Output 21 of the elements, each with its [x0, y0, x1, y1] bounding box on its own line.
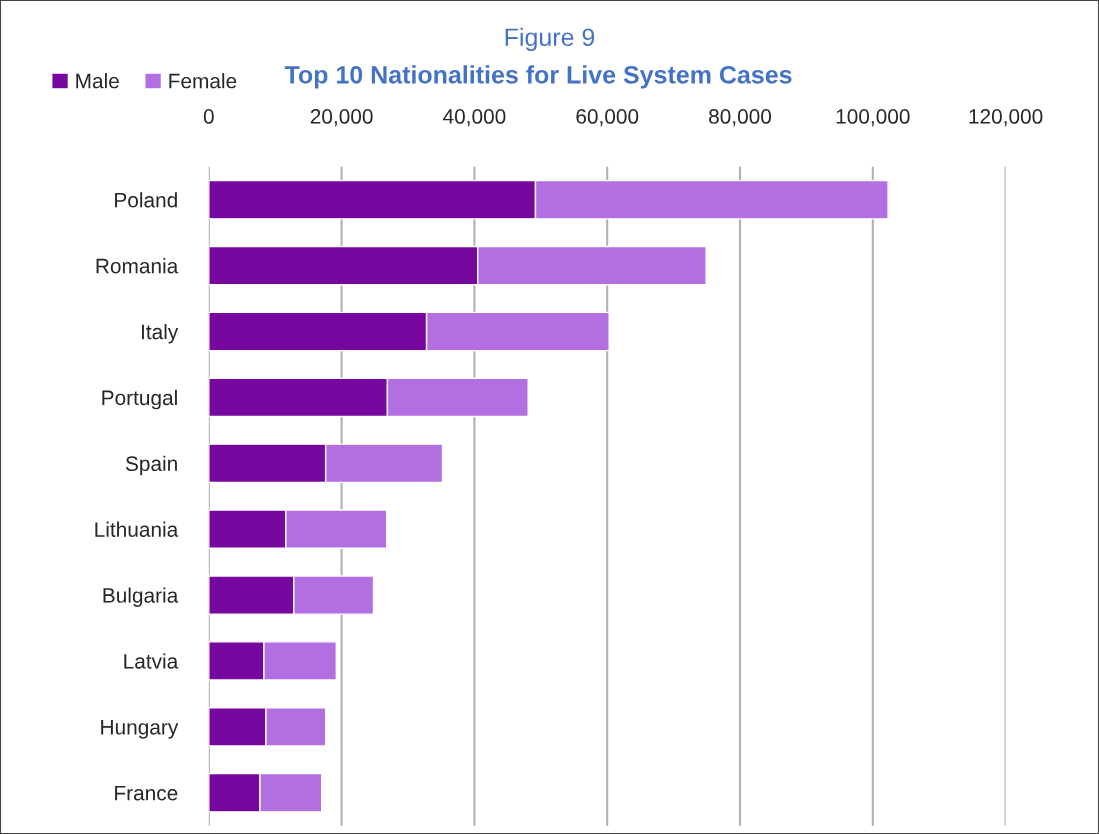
- y-tick-label: Lithuania: [95, 521, 179, 537]
- y-tick-label: Romania: [96, 258, 179, 274]
- y-tick-label: France: [115, 785, 178, 801]
- x-tick-label: 60,000: [576, 109, 639, 127]
- legend-label: Male: [76, 73, 119, 89]
- chart-title: Figure 9: [505, 27, 595, 52]
- chart-subtitle: Top 10 Nationalities for Live System Cases: [284, 65, 792, 89]
- x-tick-label: 40,000: [443, 109, 506, 127]
- legend-label: Female: [169, 73, 237, 89]
- y-tick-label: Hungary: [101, 720, 179, 739]
- x-tick-label: 100,000: [836, 109, 910, 127]
- y-tick-label: Poland: [115, 192, 177, 208]
- y-tick-label: Latvia: [124, 653, 179, 669]
- x-tick-label: 20,000: [310, 109, 373, 127]
- y-tick-label: Bulgaria: [103, 587, 179, 607]
- y-tick-label: Spain: [125, 455, 177, 476]
- y-tick-label: Portugal: [102, 389, 177, 410]
- y-tick-label: Italy: [141, 323, 179, 344]
- x-tick-label: 80,000: [709, 109, 772, 127]
- x-tick-label: 0: [203, 109, 214, 124]
- x-tick-label: 120,000: [969, 109, 1043, 127]
